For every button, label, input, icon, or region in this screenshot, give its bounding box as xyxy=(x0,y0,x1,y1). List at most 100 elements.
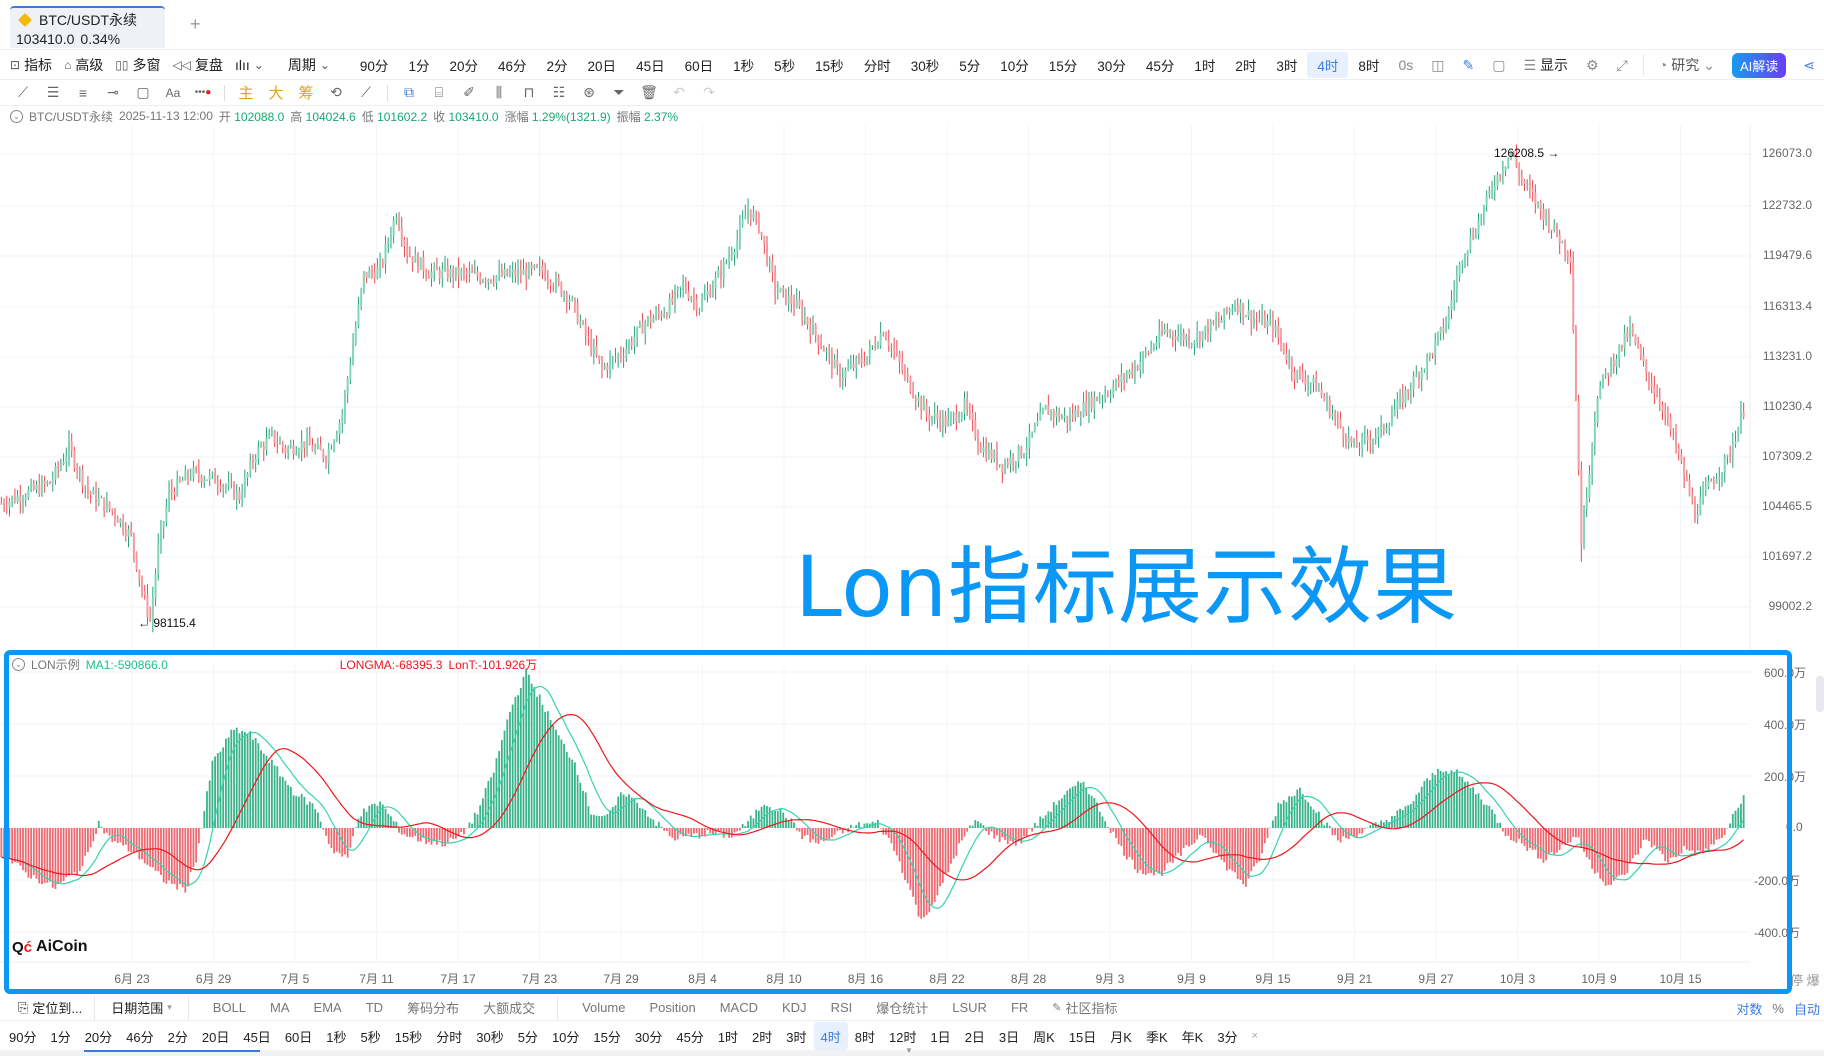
trash-icon[interactable]: 🗑 xyxy=(640,84,658,100)
bottom-period-2[interactable]: 20分 xyxy=(84,1029,113,1045)
main-indicator-0[interactable]: BOLL xyxy=(212,1000,247,1015)
multi-window-button[interactable]: ▯▯ 多窗 xyxy=(109,52,166,78)
locate-button[interactable]: ⎘ 定位到... xyxy=(0,998,94,1017)
big-order-button[interactable]: 大 xyxy=(268,85,284,102)
undo-icon[interactable]: ↶ xyxy=(673,84,685,100)
auto-scale-toggle[interactable]: 自动 xyxy=(1793,1001,1820,1017)
sub-indicator-7[interactable]: FR xyxy=(1010,1000,1029,1015)
period-15[interactable]: 15分 xyxy=(1048,58,1078,74)
period-11[interactable]: 分时 xyxy=(863,58,891,74)
parallel-channel-icon[interactable]: ☰ xyxy=(46,84,60,100)
bottom-period-24[interactable]: 1日 xyxy=(930,1029,951,1045)
more-tools-icon[interactable]: ••• ● xyxy=(194,87,212,98)
bottom-period-10[interactable]: 15秒 xyxy=(394,1029,423,1045)
bottom-period-26[interactable]: 3日 xyxy=(998,1029,1020,1045)
period-18[interactable]: 1时 xyxy=(1194,58,1216,74)
bottom-period-7[interactable]: 60日 xyxy=(284,1029,313,1045)
price-chart[interactable] xyxy=(0,125,1824,650)
date-axis[interactable]: 6月 23 6月 29 7月 5 7月 11 7月 17 7月 23 7月 29 8月 4 8月… xyxy=(0,970,1750,986)
filter-icon[interactable]: ⏷ xyxy=(613,84,625,100)
edit-list-icon[interactable]: ☷ xyxy=(552,84,566,100)
community-indicators-button[interactable]: ✎ 社区指标 xyxy=(1040,998,1129,1017)
bottom-period-9[interactable]: 5秒 xyxy=(360,1029,381,1045)
sub-indicator-6[interactable]: LSUR xyxy=(952,1000,987,1015)
chart-type-dropdown[interactable]: ılıı ⌄ xyxy=(229,52,270,78)
expand-triangle-icon[interactable]: ▼ xyxy=(905,1046,913,1055)
research-dropdown[interactable]: ◔ 研究 ⌄ xyxy=(1650,55,1724,75)
bottom-period-21[interactable]: 4时 xyxy=(813,1022,848,1050)
horizontal-lines-icon[interactable]: ≡ xyxy=(78,84,88,101)
bottom-period-1[interactable]: 1分 xyxy=(50,1029,71,1045)
trend-line-icon[interactable]: ⟋ xyxy=(18,84,28,100)
percent-scale-toggle[interactable]: % xyxy=(1772,1000,1784,1016)
bottom-period-13[interactable]: 5分 xyxy=(517,1029,538,1045)
bottom-period-28[interactable]: 15日 xyxy=(1068,1029,1097,1045)
bottom-period-15[interactable]: 15分 xyxy=(593,1029,621,1045)
period-9[interactable]: 5秒 xyxy=(774,58,796,74)
horizontal-ray-icon[interactable]: ⊸ xyxy=(107,84,119,100)
ruler-icon[interactable]: ⌸ xyxy=(434,84,444,100)
main-indicator-5[interactable]: 大额成交 xyxy=(483,1001,536,1016)
bars-icon[interactable]: ⫼ xyxy=(495,84,503,100)
main-indicator-4[interactable]: 筹码分布 xyxy=(407,1001,460,1016)
bottom-period-5[interactable]: 20日 xyxy=(201,1029,230,1045)
fullscreen-icon[interactable]: ⤢ xyxy=(1616,56,1628,73)
period-14[interactable]: 10分 xyxy=(1000,58,1029,74)
sync-drawing-icon[interactable]: ⟲ xyxy=(330,84,342,100)
period-0[interactable]: 90分 xyxy=(359,58,389,74)
magnet-icon[interactable]: ⊛ xyxy=(583,84,595,100)
period-7[interactable]: 60日 xyxy=(684,58,714,74)
sub-indicator-4[interactable]: RSI xyxy=(830,1000,853,1015)
bottom-period-25[interactable]: 2日 xyxy=(964,1029,985,1045)
period-3[interactable]: 46分 xyxy=(497,58,527,74)
bottom-period-0[interactable]: 90分 xyxy=(9,1029,37,1045)
bottom-period-6[interactable]: 45日 xyxy=(243,1029,271,1045)
period-16[interactable]: 30分 xyxy=(1097,58,1126,74)
period-4[interactable]: 2分 xyxy=(546,58,568,74)
bottom-period-18[interactable]: 1时 xyxy=(717,1029,739,1045)
bottom-period-22[interactable]: 8时 xyxy=(854,1029,875,1045)
period-5[interactable]: 20日 xyxy=(587,58,617,74)
main-force-button[interactable]: 主 xyxy=(238,85,254,102)
period-10[interactable]: 15秒 xyxy=(815,58,844,74)
log-scale-toggle[interactable]: 对数 xyxy=(1736,1001,1763,1017)
bookmark-icon[interactable]: ⧉ xyxy=(404,84,414,100)
period-12[interactable]: 30秒 xyxy=(910,58,940,74)
text-icon[interactable]: Aa xyxy=(165,85,181,100)
add-tab-button[interactable]: + xyxy=(190,14,201,34)
period-17[interactable]: 45分 xyxy=(1145,58,1175,74)
redo-icon[interactable]: ↷ xyxy=(703,84,715,100)
bottom-period-30[interactable]: 季K xyxy=(1145,1029,1168,1045)
period-2[interactable]: 20分 xyxy=(449,58,478,74)
bottom-period-16[interactable]: 30分 xyxy=(634,1029,663,1045)
sub-indicator-0[interactable]: Volume xyxy=(582,1000,626,1015)
ai-interpret-button[interactable]: AI解读 xyxy=(1731,52,1787,78)
scrollbar[interactable] xyxy=(1816,676,1824,712)
bottom-period-8[interactable]: 1秒 xyxy=(326,1029,347,1045)
main-indicator-3[interactable]: TD xyxy=(365,1000,384,1015)
period-20[interactable]: 3时 xyxy=(1276,58,1298,74)
bottom-period-14[interactable]: 10分 xyxy=(551,1029,580,1045)
share-icon[interactable]: ⋖ xyxy=(1803,56,1815,73)
indicators-button[interactable]: ⊡ 指标 xyxy=(0,52,58,78)
window-add-icon[interactable]: ▢ xyxy=(1492,56,1506,73)
bottom-period-29[interactable]: 月K xyxy=(1110,1029,1132,1045)
collapse-icon[interactable]: ⌄ xyxy=(12,658,25,671)
close-period-bar-icon[interactable]: × xyxy=(1251,1030,1258,1042)
sub-indicator-2[interactable]: MACD xyxy=(719,1000,758,1015)
bottom-period-17[interactable]: 45分 xyxy=(676,1029,704,1045)
camera-icon[interactable]: ◫ xyxy=(1431,56,1445,73)
replay-button[interactable]: ◁◁ 复盘 xyxy=(167,52,229,78)
period-21[interactable]: 4时 xyxy=(1307,51,1349,78)
date-range-dropdown[interactable]: 日期范围 ▾ xyxy=(95,998,188,1017)
lon-indicator-chart[interactable] xyxy=(0,650,1824,970)
advanced-button[interactable]: ⌂ 高级 xyxy=(58,52,109,78)
period-1[interactable]: 1分 xyxy=(408,58,430,74)
lock-icon[interactable]: ⊓ xyxy=(523,84,535,100)
period-8[interactable]: 1秒 xyxy=(733,58,755,74)
eraser-icon[interactable]: ✐ xyxy=(463,84,475,100)
bottom-period-11[interactable]: 分时 xyxy=(436,1029,463,1045)
period-19[interactable]: 2时 xyxy=(1235,58,1257,74)
bottom-period-32[interactable]: 3分 xyxy=(1217,1029,1238,1045)
settings-icon[interactable]: ⚙ xyxy=(1586,56,1599,73)
